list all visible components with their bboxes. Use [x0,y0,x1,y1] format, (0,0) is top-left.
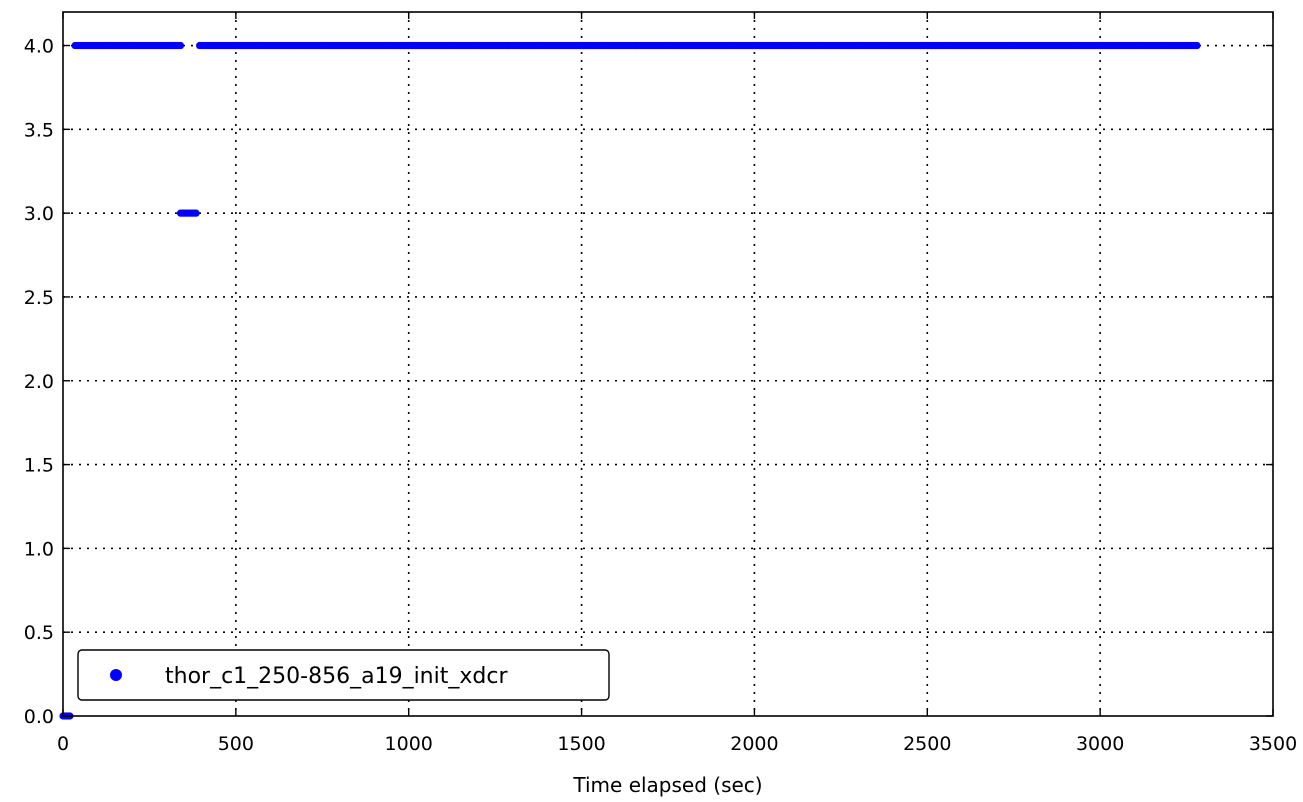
data-point [192,209,200,217]
y-axis-ticks: 0.0 0.5 1.0 1.5 2.0 2.5 3.0 3.5 4.0 [24,36,1273,728]
y-tick-label: 1.0 [24,538,54,560]
legend-marker-icon [110,669,122,681]
x-tick-label: 3000 [1076,733,1124,755]
y-tick-label: 3.0 [24,203,54,225]
x-tick-label: 0 [57,733,69,755]
y-tick-label: 2.0 [24,371,54,393]
y-tick-label: 4.0 [24,36,54,58]
legend: thor_c1_250-856_a19_init_xdcr [77,649,610,701]
x-tick-label: 1500 [557,733,605,755]
x-tick-label: 2500 [903,733,951,755]
y-tick-label: 3.5 [24,119,54,141]
plot-area-frame [62,11,1274,717]
legend-box [77,649,610,701]
data-point [176,41,185,50]
y-tick-label: 0.5 [24,622,54,644]
x-tick-label: 1000 [385,733,433,755]
y-tick-label: 2.5 [24,287,54,309]
x-tick-label: 3500 [1249,733,1297,755]
grid [63,12,1273,716]
y-tick-label: 0.0 [24,706,54,728]
legend-label: thor_c1_250-856_a19_init_xdcr [165,664,508,689]
x-tick-label: 500 [218,733,254,755]
data-points [59,41,1201,720]
y-tick-label: 1.5 [24,455,54,477]
data-point [1193,41,1201,50]
x-axis-ticks: 0 500 1000 1500 2000 2500 3000 3500 [57,12,1297,755]
x-axis-label: Time elapsed (sec) [572,773,762,797]
x-tick-label: 2000 [730,733,778,755]
